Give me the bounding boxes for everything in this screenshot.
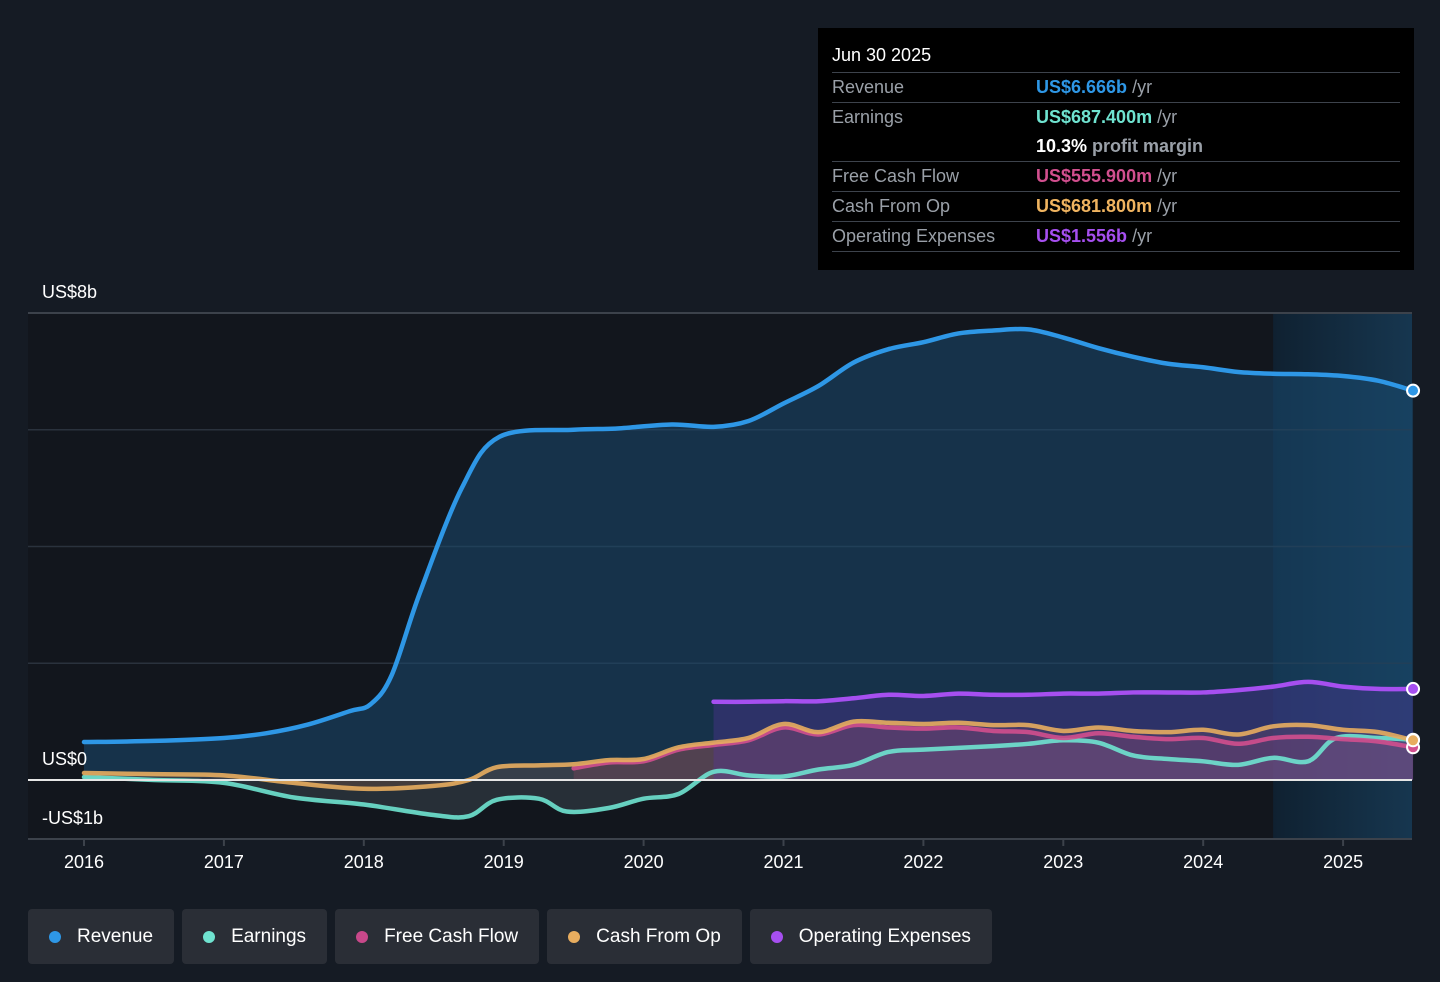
legend-item-free-cash-flow[interactable]: Free Cash Flow (335, 909, 540, 964)
end-marker-revenue[interactable] (1406, 383, 1421, 398)
tooltip-row-label: Cash From Op (832, 196, 951, 216)
legend-item-cash-from-op[interactable]: Cash From Op (547, 909, 742, 964)
tooltip-row-label: Operating Expenses (832, 226, 996, 246)
line-free-cash-flow (571, 722, 1416, 771)
line-earnings (81, 733, 1416, 820)
x-tick-label: 2016 (64, 852, 104, 872)
x-tick-label: 2018 (344, 852, 384, 872)
legend-label: Operating Expenses (798, 925, 971, 947)
tooltip-row-value: US$681.800m (1036, 196, 1153, 216)
line-operating-expenses (711, 679, 1416, 705)
tooltip-divider (832, 251, 1400, 252)
series-lines (81, 326, 1416, 820)
tooltip-row: Earnings US$687.400m/yr (832, 102, 1400, 132)
x-tick-label: 2022 (903, 852, 943, 872)
x-tick-label: 2023 (1043, 852, 1083, 872)
x-tick-label: 2017 (204, 852, 244, 872)
legend-dot-icon (203, 930, 216, 943)
x-tick-label: 2020 (624, 852, 664, 872)
series-end-markers (1406, 383, 1421, 755)
legend-label: Revenue (77, 925, 154, 947)
tooltip-row-unit: /yr (1157, 196, 1178, 216)
tooltip-date: Jun 30 2025 (832, 45, 932, 65)
tooltip-row-unit: /yr (1132, 77, 1153, 97)
x-tick-label: 2021 (763, 852, 803, 872)
tooltip-row-value: US$1.556b (1036, 226, 1128, 246)
legend-dot-icon (770, 930, 783, 943)
end-marker-cash-from-op[interactable] (1406, 733, 1421, 748)
tooltip-row-unit: /yr (1157, 166, 1178, 186)
tooltip-row-label (832, 132, 1036, 161)
y-tick-label-top: US$8b (42, 282, 97, 302)
legend-dot-icon (356, 930, 369, 943)
tooltip-row-value: US$555.900m (1036, 166, 1153, 186)
legend-label: Cash From Op (596, 925, 721, 947)
chart-svg: 2016 2017 2018 2019 2020 2021 2022 2023 2024 2025… (28, 282, 1421, 872)
line-cash-from-op (81, 718, 1416, 792)
tooltip-row: Cash From Op US$681.800m/yr (832, 191, 1400, 221)
tooltip-row-value: US$687.400m (1036, 107, 1153, 127)
tooltip-row-value: 10.3% (1036, 136, 1088, 156)
tooltip-rows: Revenue US$6.666b/yr Earnings US$687.400m/y… (832, 72, 1400, 251)
legend-dot-icon (568, 930, 581, 943)
y-tick-label-zero: US$0 (42, 749, 87, 769)
x-tick-label: 2024 (1183, 852, 1223, 872)
tooltip-row-value: US$6.666b (1036, 77, 1128, 97)
tooltip-row-unit: /yr (1157, 107, 1178, 127)
end-marker-operating-expenses[interactable] (1406, 681, 1421, 696)
tooltip-panel: Jun 30 2025 Revenue US$6.666b/yr Earnings U… (818, 28, 1414, 270)
legend-item-earnings[interactable]: Earnings (182, 909, 328, 964)
legend: Revenue Earnings Free Cash Flow Cash From O… (28, 909, 992, 964)
legend-item-operating-expenses[interactable]: Operating Expenses (749, 909, 992, 964)
tooltip-row: Free Cash Flow US$555.900m/yr (832, 161, 1400, 191)
legend-label: Earnings (231, 925, 307, 947)
tooltip-row: Revenue US$6.666b/yr (832, 72, 1400, 102)
tooltip-row-label: Earnings (832, 107, 904, 127)
legend-label: Free Cash Flow (384, 925, 519, 947)
tooltip-row-label: Revenue (832, 77, 905, 97)
x-tick-label: 2019 (484, 852, 524, 872)
tooltip-row: Operating Expenses US$1.556b/yr (832, 221, 1400, 251)
legend-item-revenue[interactable]: Revenue (28, 909, 175, 964)
tooltip-row-label: Free Cash Flow (832, 166, 960, 186)
legend-dot-icon (49, 930, 61, 943)
tooltip-row: 10.3% profit margin (832, 132, 1400, 161)
x-tick-label: 2025 (1323, 852, 1363, 872)
y-tick-label-bottom: -US$1b (42, 808, 103, 828)
x-axis-ticks: 2016 2017 2018 2019 2020 2021 2022 2023 2024 2025 (64, 839, 1363, 872)
line-revenue (81, 326, 1416, 745)
series-areas (84, 328, 1414, 818)
area-revenue (84, 328, 1414, 780)
tooltip-row-unit: /yr (1132, 226, 1153, 246)
tooltip-row-unit: profit margin (1092, 136, 1204, 156)
